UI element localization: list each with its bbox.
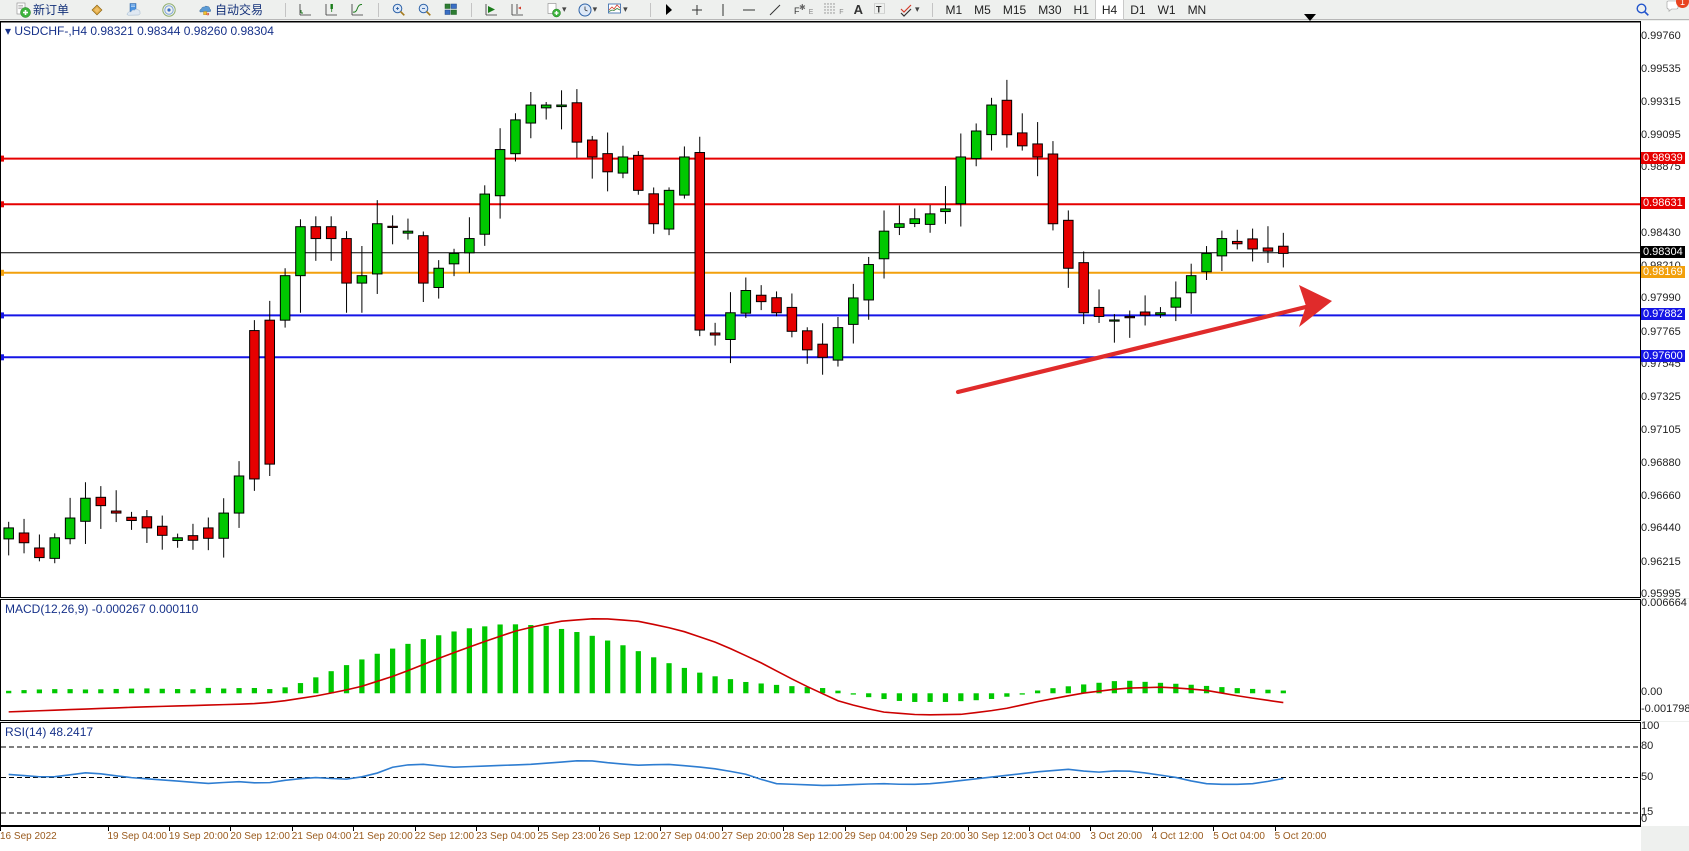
svg-text:✱: ✱ (799, 3, 806, 12)
svg-text:T: T (876, 4, 882, 14)
